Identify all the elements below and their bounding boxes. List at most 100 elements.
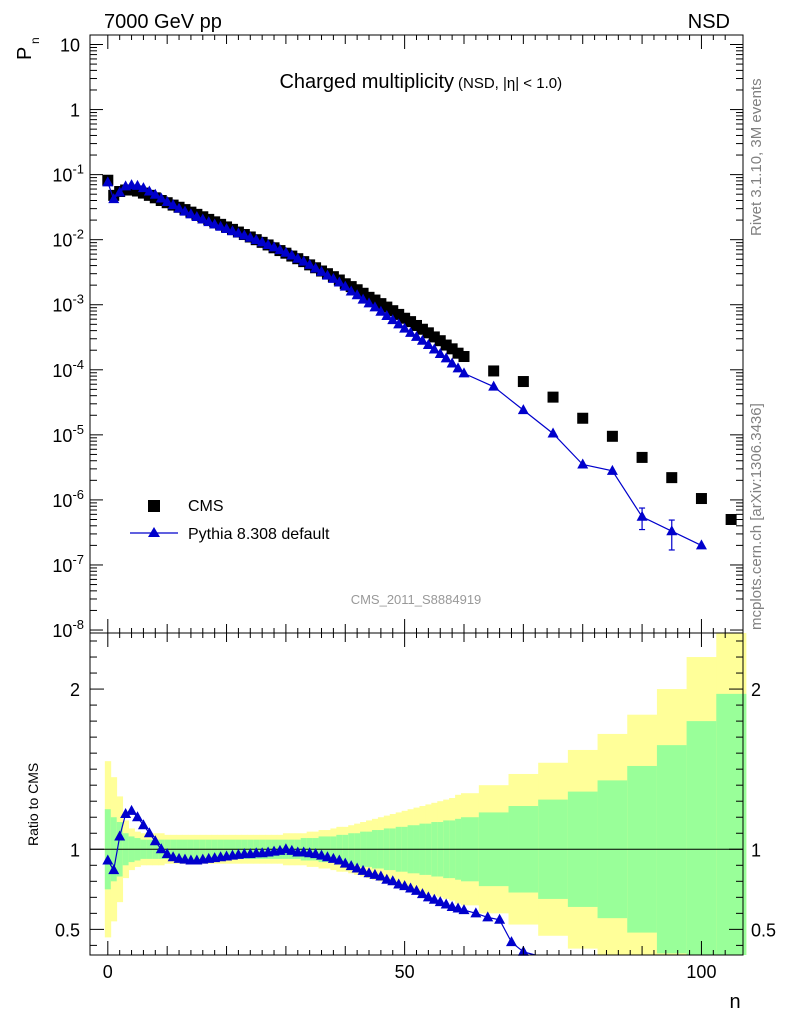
pythia-data-point (268, 241, 280, 252)
ratio-point (405, 882, 417, 893)
pythia-data-point (345, 285, 357, 296)
pythia-data-point (274, 244, 286, 255)
pythia-data-point (143, 185, 155, 196)
ratio-point (149, 835, 161, 846)
pythia-data-point (666, 525, 678, 536)
pythia-data-point (256, 236, 268, 247)
x-axis-label: n (729, 991, 740, 1013)
pythia-data-point (339, 280, 351, 291)
cms-data-point (405, 316, 417, 328)
ratio-y-tick-label: 1 (70, 840, 80, 860)
legend-cms-marker (148, 500, 160, 512)
cms-data-point (369, 294, 381, 306)
cms-data-point (363, 291, 375, 303)
pythia-data-point (636, 510, 648, 521)
pythia-data-point (316, 265, 328, 276)
x-tick-label: 50 (395, 962, 415, 982)
y-tick-label: 10-2 (52, 227, 84, 251)
cms-data-point (636, 451, 648, 463)
cms-data-point (126, 184, 138, 196)
cms-data-point (458, 351, 470, 363)
pythia-data-point (381, 310, 393, 321)
cms-data-point (393, 308, 405, 320)
energy-label: 7000 GeV pp (104, 11, 222, 33)
ratio-plot-frame: 0 50 100 0.5 0.5 1 1 2 2 (55, 632, 776, 982)
cms-data-point (725, 513, 737, 525)
ratio-y-tick-label-right: 2 (751, 680, 761, 700)
pythia-data-point (137, 182, 149, 193)
cms-data-point (381, 301, 393, 313)
ratio-point (494, 913, 506, 924)
pythia-data-point (411, 330, 422, 341)
pythia-data-point (209, 218, 221, 229)
pythia-data-point (434, 347, 446, 358)
legend: CMS Pythia 8.308 default (130, 498, 330, 543)
ratio-point (108, 864, 120, 875)
pythia-data-point (440, 352, 452, 363)
analysis-watermark: CMS_2011_S8884919 (351, 592, 482, 607)
ratio-point (351, 862, 363, 873)
pythia-line (107, 182, 702, 546)
ratio-point (416, 888, 428, 899)
ratio-y-tick-label: 0.5 (55, 920, 80, 940)
y-tick-label: 1 (70, 101, 80, 121)
pythia-data-point (179, 205, 191, 216)
ratio-point (375, 870, 387, 881)
ratio-inner-band-bin (686, 721, 717, 955)
pythia-data-point (286, 249, 298, 260)
ratio-point (131, 811, 143, 822)
pythia-data-point (363, 297, 375, 308)
pythia-data-point (357, 293, 369, 304)
pythia-data-point (547, 427, 559, 438)
ratio-point (114, 830, 126, 841)
pythia-data-point (167, 199, 179, 210)
ratio-y-axis-label: Ratio to CMS (25, 763, 41, 846)
ratio-point (126, 804, 138, 815)
ratio-point (411, 884, 422, 895)
pythia-data-point (577, 458, 589, 469)
pythia-data-point (161, 195, 173, 206)
y-tick-label: 10-6 (52, 487, 84, 511)
pythia-data-point (695, 539, 707, 550)
pythia-data-point (221, 222, 233, 233)
cms-data-point (517, 376, 529, 388)
pythia-data-point (416, 334, 428, 345)
cms-data-point (422, 327, 434, 339)
cms-data-point (547, 391, 559, 403)
ratio-chart: Ratio to CMS n 0 50 100 0.5 0.5 1 1 2 2 (25, 632, 776, 1013)
pythia-data-point (173, 202, 185, 213)
pythia-data-point (310, 262, 322, 273)
pythia-data-point (422, 339, 434, 350)
y-tick-label: 10-3 (52, 292, 84, 316)
cms-data-point (428, 331, 440, 343)
ratio-point (345, 860, 357, 871)
cms-data-point (387, 305, 399, 317)
cms-data-point (488, 365, 500, 377)
pythia-data-point (155, 192, 167, 203)
y-axis-label: P (14, 47, 36, 60)
ratio-point (470, 907, 482, 918)
legend-pythia-marker (148, 527, 160, 537)
cms-data-point (137, 187, 149, 199)
pythia-data-point (304, 258, 316, 269)
ratio-point (102, 854, 114, 865)
pythia-data-point (203, 216, 215, 227)
pythia-data-point (232, 227, 244, 238)
cms-data-point (452, 347, 464, 359)
pythia-data-point (191, 211, 203, 222)
ratio-point (137, 819, 149, 830)
y-tick-label: 10-4 (52, 357, 84, 381)
pythia-data-point (488, 380, 500, 391)
ratio-point (434, 896, 446, 907)
pythia-data-point (458, 367, 470, 378)
ratio-point (505, 936, 517, 947)
pythia-data-point (215, 220, 227, 231)
pythia-data-point (327, 272, 339, 283)
pythia-data-point (292, 252, 304, 263)
pythia-data-point (399, 322, 411, 333)
pythia-data-point (226, 225, 238, 236)
ratio-point (357, 864, 369, 875)
process-label: NSD (688, 11, 730, 33)
cms-data-point (446, 343, 458, 355)
pythia-data-point (262, 238, 274, 249)
